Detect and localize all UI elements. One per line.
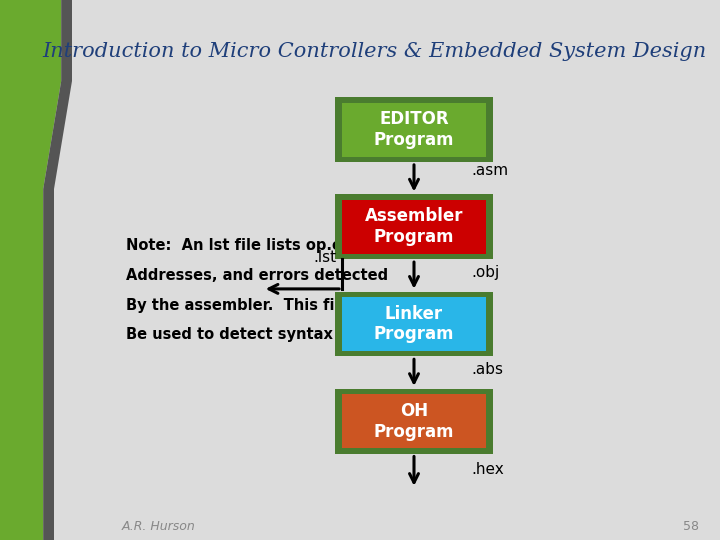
Text: OH
Program: OH Program [374, 402, 454, 441]
Text: 58: 58 [683, 520, 699, 533]
Text: .hex: .hex [472, 462, 504, 477]
FancyBboxPatch shape [342, 297, 486, 351]
Text: .abs: .abs [472, 362, 503, 377]
FancyBboxPatch shape [342, 200, 486, 254]
Text: EDITOR
Program: EDITOR Program [374, 110, 454, 149]
Text: Be used to detect syntax errors.: Be used to detect syntax errors. [126, 327, 394, 342]
Text: Introduction to Micro Controllers & Embedded System Design: Introduction to Micro Controllers & Embe… [42, 42, 706, 61]
Text: A.R. Hurson: A.R. Hurson [122, 520, 195, 533]
Polygon shape [43, 0, 72, 540]
Text: By the assembler.  This file can: By the assembler. This file can [126, 298, 384, 313]
FancyBboxPatch shape [342, 103, 486, 157]
FancyBboxPatch shape [335, 292, 493, 356]
Text: Addresses, and errors detected: Addresses, and errors detected [126, 268, 388, 283]
Text: Linker
Program: Linker Program [374, 305, 454, 343]
FancyBboxPatch shape [342, 394, 486, 448]
FancyBboxPatch shape [335, 389, 493, 454]
Polygon shape [0, 0, 61, 540]
FancyBboxPatch shape [335, 97, 493, 162]
Text: Assembler
Program: Assembler Program [365, 207, 463, 246]
Text: .lst: .lst [313, 250, 336, 265]
Text: .obj: .obj [472, 265, 500, 280]
FancyBboxPatch shape [335, 194, 493, 259]
Text: Note:  An lst file lists op.codes,: Note: An lst file lists op.codes, [126, 238, 385, 253]
Text: .asm: .asm [472, 163, 509, 178]
